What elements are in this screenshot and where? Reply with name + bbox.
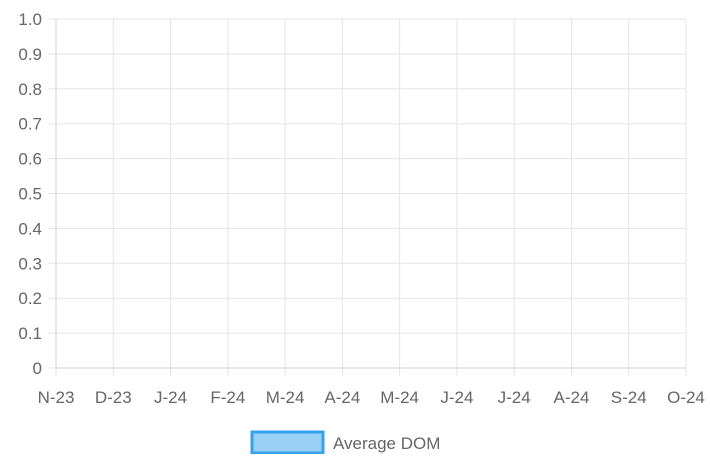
y-tick-label: 0.8	[18, 80, 42, 99]
x-tick-label: D-23	[95, 388, 132, 407]
y-tick-label: 0.7	[18, 115, 42, 134]
legend-label[interactable]: Average DOM	[333, 434, 440, 453]
x-tick-label: A-24	[324, 388, 360, 407]
legend[interactable]: Average DOM	[250, 430, 440, 455]
x-tick-label: F-24	[210, 388, 245, 407]
x-tick-label: O-24	[667, 388, 705, 407]
y-tick-label: 0.2	[18, 289, 42, 308]
x-tick-label: S-24	[611, 388, 647, 407]
x-tick-label: M-24	[380, 388, 419, 407]
y-tick-label: 0.6	[18, 150, 42, 169]
y-tick-label: 1.0	[18, 10, 42, 29]
grid-lines	[48, 18, 687, 376]
x-tick-label: M-24	[266, 388, 305, 407]
x-tick-label: J-24	[440, 388, 473, 407]
x-axis-tick-labels: N-23 D-23 J-24 F-24 M-24 A-24 M-24 J-24 J-24 A-24…	[38, 388, 705, 407]
y-tick-label: 0.4	[18, 219, 42, 238]
x-tick-label: J-24	[498, 388, 531, 407]
y-tick-label: 0.9	[18, 45, 42, 64]
y-axis-tick-labels: 0 0.1 0.2 0.3 0.4 0.5 0.6 0.7 0.8 0.9 1.0	[18, 10, 42, 378]
legend-swatch[interactable]	[250, 430, 325, 455]
y-tick-label: 0	[33, 359, 42, 378]
y-tick-label: 0.5	[18, 185, 42, 204]
x-tick-label: J-24	[154, 388, 187, 407]
y-tick-label: 0.3	[18, 254, 42, 273]
x-tick-label: N-23	[38, 388, 75, 407]
axes	[55, 19, 686, 369]
y-tick-label: 0.1	[18, 324, 42, 343]
x-tick-label: A-24	[553, 388, 589, 407]
